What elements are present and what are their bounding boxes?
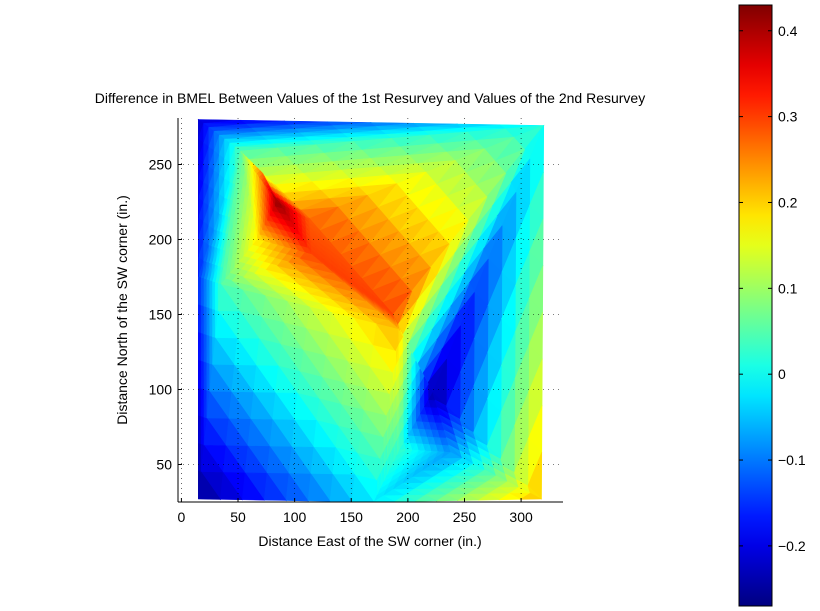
heatmap-cell (477, 493, 500, 501)
x-tick-label: 150 (340, 509, 364, 525)
x-tick-label: 50 (230, 509, 246, 525)
heatmap-triangle (392, 125, 545, 394)
y-tick-label: 100 (149, 382, 173, 398)
heatmap-cell (198, 471, 221, 500)
heatmap-cell (329, 473, 353, 502)
heatmap-triangle (198, 150, 241, 285)
heatmap-cell (364, 310, 389, 321)
heatmap-cell (280, 199, 290, 209)
heatmap-triangle (432, 392, 542, 500)
heatmap-cell (270, 191, 277, 199)
heatmap-triangle (308, 217, 394, 315)
colorbar-ticks: 0.4 0.3 0.2 0.1 0 −0.1 −0.2 (739, 23, 806, 554)
heatmap-triangle (398, 329, 434, 451)
heatmap-triangle (197, 119, 544, 152)
heatmap-surface (197, 118, 545, 502)
heatmap-triangle (220, 150, 258, 286)
heatmap-cell (435, 494, 458, 502)
heatmap-cell (219, 471, 243, 501)
heatmap-cell (259, 170, 266, 178)
heatmap-cell (285, 472, 309, 502)
heatmap-cell (519, 492, 542, 500)
heatmap-cell (353, 301, 378, 312)
x-tick-label: 100 (283, 509, 307, 525)
heatmap-cell (267, 184, 273, 192)
x-tick-label: 250 (453, 509, 477, 525)
plot-area: 0 50 100 150 200 250 300 50 100 150 200 250 (149, 118, 563, 525)
y-tick-label: 250 (149, 157, 173, 173)
colorbar-gradient (738, 4, 773, 607)
heatmap-cell (276, 197, 286, 207)
heatmap-cell (263, 472, 287, 501)
heatmap-cell (263, 177, 269, 185)
heatmap-cell (342, 291, 367, 302)
heatmap-cell (393, 495, 416, 502)
grid-lines (178, 118, 563, 502)
y-tick-label: 150 (149, 307, 173, 323)
heatmap-cell (272, 195, 278, 203)
heatmap-cell (265, 181, 271, 188)
x-axis-ticks: 0 50 100 150 200 250 300 (177, 498, 533, 525)
x-tick-label: 200 (396, 509, 420, 525)
chart-title: Difference in BMEL Between Values of the… (95, 90, 645, 106)
heatmap-cell (296, 207, 306, 217)
colorbar-tick-label: −0.1 (778, 452, 806, 468)
colorbar-tick-label: 0.1 (778, 280, 798, 296)
heatmap-cell (456, 493, 479, 501)
heatmap-cell (307, 473, 331, 502)
heatmap-triangle (240, 150, 278, 203)
heatmap-triangle (219, 254, 400, 330)
heatmap-triangle (432, 125, 545, 500)
heatmap-cell (284, 201, 294, 211)
heatmap-cell (498, 493, 521, 501)
heatmap-cell (412, 353, 419, 364)
heatmap-cell (241, 472, 265, 501)
heatmap-cell (402, 333, 409, 344)
heatmap-triangle (220, 239, 313, 286)
y-axis-ticks: 50 100 150 200 250 (149, 157, 182, 473)
heatmap-cell (292, 205, 302, 215)
y-tick-label: 200 (149, 232, 173, 248)
heatmap-triangle (239, 125, 544, 219)
heatmap-cell (407, 343, 414, 354)
heatmap-cell (321, 272, 345, 283)
heatmap-cell (392, 314, 399, 325)
y-axis-label: Distance North of the SW corner (in.) (114, 195, 130, 425)
heatmap-cell (414, 494, 437, 502)
x-tick-label: 300 (509, 509, 533, 525)
heatmap-cell (300, 209, 310, 219)
y-tick-label: 50 (156, 457, 172, 473)
heatmap-cell (310, 263, 334, 274)
heatmap-triangle (198, 283, 375, 502)
heatmap-triangle (220, 284, 400, 502)
heatmap-cell (417, 363, 424, 374)
heatmap-triangle (256, 201, 313, 255)
colorbar-tick-label: −0.2 (778, 538, 806, 554)
heatmap-cell (288, 203, 298, 213)
colorbar: 0.4 0.3 0.2 0.1 0 −0.1 −0.2 (738, 4, 806, 607)
x-axis-label: Distance East of the SW corner (in.) (258, 533, 481, 549)
heatmap-cell (397, 324, 404, 335)
heatmap-cell (299, 254, 323, 265)
colorbar-tick-label: 0 (778, 366, 786, 382)
colorbar-tick-label: 0.3 (778, 109, 798, 125)
heatmap-triangle (373, 452, 542, 502)
heatmap-cell (269, 188, 275, 196)
heatmap-cell (331, 282, 356, 293)
heatmap-triangle (198, 118, 241, 278)
heatmap-cell (261, 174, 267, 181)
x-tick-label: 0 (177, 509, 185, 525)
colorbar-tick-label: 0.4 (778, 23, 798, 39)
heatmap-triangle (308, 124, 545, 315)
colorbar-tick-label: 0.2 (778, 194, 798, 210)
